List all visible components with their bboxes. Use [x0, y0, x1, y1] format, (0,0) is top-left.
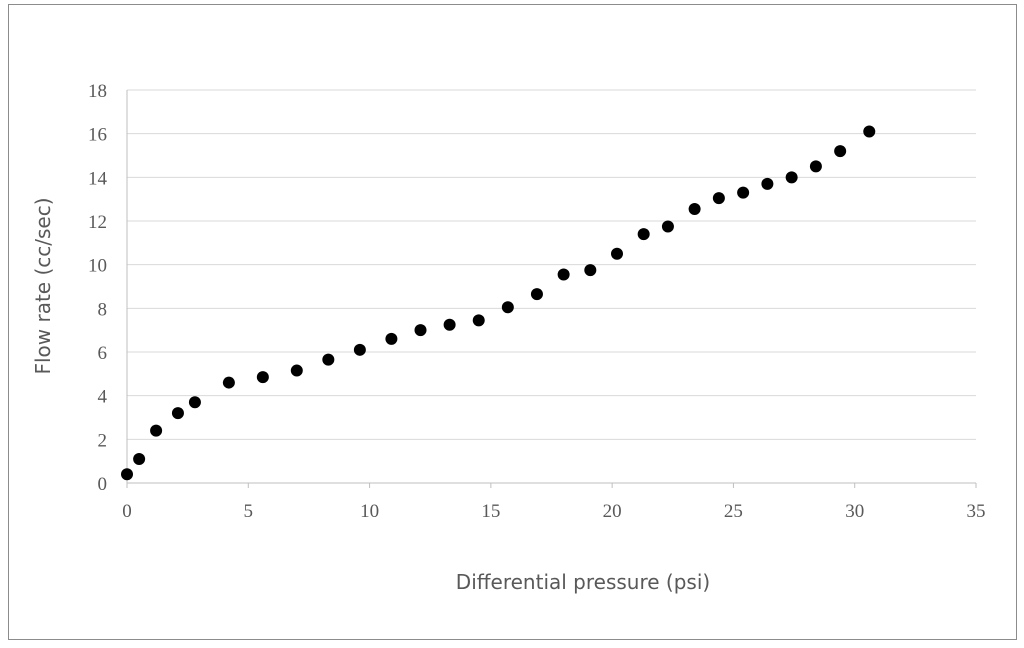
data-point [121, 468, 133, 481]
data-point [761, 177, 774, 190]
data-point [809, 160, 822, 173]
data-point [712, 192, 725, 205]
data-point [472, 314, 485, 327]
data-point [584, 264, 597, 277]
data-point [530, 288, 543, 301]
y-tick-label: 6 [98, 343, 108, 364]
data-point [414, 324, 427, 337]
x-tick-label: 25 [724, 501, 743, 522]
data-point [737, 186, 750, 199]
tick-labels: 0 2 4 6 8 10 12 14 16 18 0 5 10 15 20 25 30 35 [88, 81, 986, 522]
data-point [290, 364, 303, 377]
y-tick-label: 16 [88, 125, 107, 146]
data-point [863, 125, 876, 138]
data-points [121, 125, 876, 481]
y-tick-label: 10 [88, 256, 107, 277]
axes [126, 90, 977, 488]
y-tick-label: 14 [88, 168, 108, 189]
data-point [661, 220, 674, 233]
data-point [610, 247, 623, 260]
data-point [256, 371, 269, 384]
data-point [501, 301, 514, 314]
y-tick-label: 8 [98, 299, 108, 320]
x-tick-label: 5 [244, 501, 254, 522]
data-point [385, 332, 398, 345]
x-tick-label: 20 [603, 501, 622, 522]
data-point [557, 268, 570, 281]
x-tick-label: 15 [481, 501, 500, 522]
x-tick-label: 0 [122, 501, 132, 522]
chart-frame [8, 4, 1017, 640]
data-point [133, 452, 146, 465]
data-point [637, 228, 650, 241]
x-axis-title: Differential pressure (psi) [456, 570, 710, 594]
data-point [785, 171, 798, 184]
gridlines [127, 89, 976, 440]
x-tick-label: 35 [967, 501, 986, 522]
data-point [222, 376, 235, 389]
data-point [688, 202, 701, 215]
data-point [188, 396, 201, 409]
data-point [443, 318, 456, 331]
y-tick-label: 2 [98, 430, 108, 451]
y-axis-title: Flow rate (cc/sec) [31, 197, 55, 374]
y-tick-label: 4 [98, 387, 108, 408]
data-point [322, 353, 335, 366]
data-point [150, 424, 163, 437]
y-tick-label: 18 [88, 81, 107, 102]
y-tick-label: 12 [88, 212, 107, 233]
x-tick-label: 30 [845, 501, 864, 522]
y-tick-label: 0 [98, 474, 108, 495]
data-point [353, 343, 366, 356]
data-point [171, 407, 184, 420]
data-point [834, 145, 847, 158]
x-tick-label: 10 [360, 501, 379, 522]
